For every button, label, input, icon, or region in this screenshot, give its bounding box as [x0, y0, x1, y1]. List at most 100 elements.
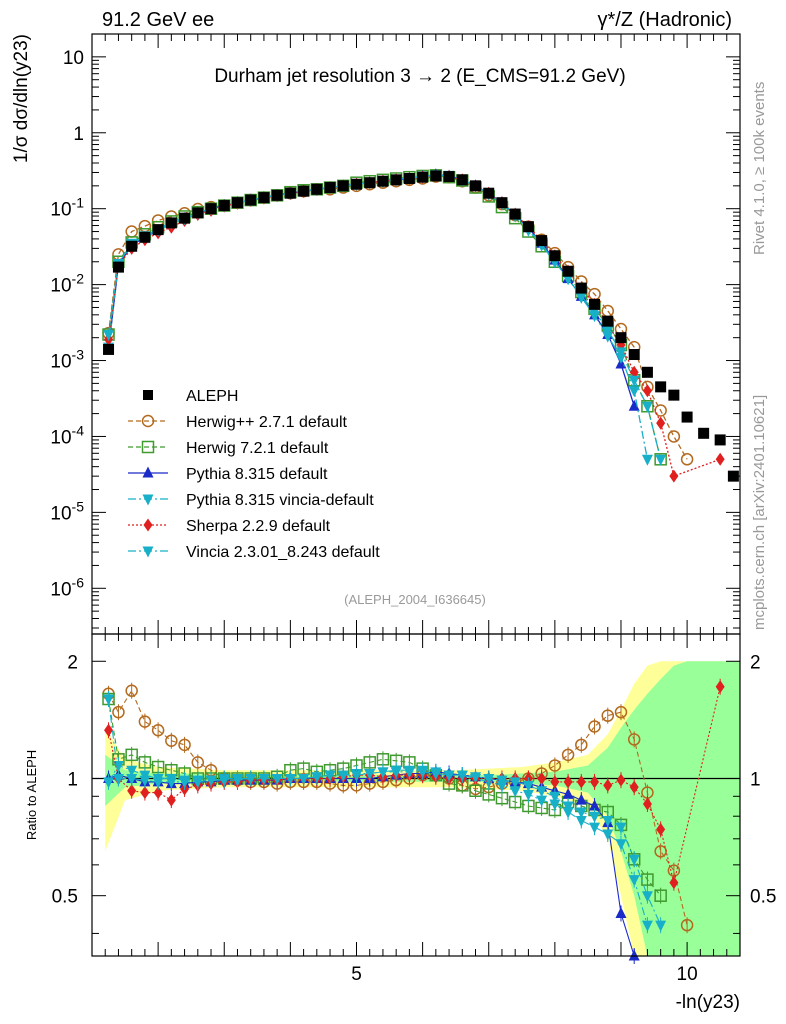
- ratio-point: [192, 777, 204, 789]
- y-tick-label: 10-5: [50, 498, 84, 524]
- ratio-point: [103, 694, 115, 706]
- data-point: [284, 187, 296, 199]
- legend-marker: [141, 440, 155, 454]
- ratio-point: [430, 768, 442, 780]
- ratio-point: [470, 772, 482, 784]
- series-line: [107, 175, 721, 477]
- legend-label: Herwig++ 2.7.1 default: [186, 414, 348, 431]
- data-point: [641, 401, 653, 413]
- x-axis-label: -ln(y23): [676, 992, 740, 1013]
- ratio-point: [311, 772, 323, 784]
- data-point: [642, 384, 652, 398]
- data-point: [179, 212, 191, 224]
- mcplots-label: mcplots.cern.ch [arXiv:2401.10621]: [751, 395, 768, 630]
- data-point: [602, 315, 614, 327]
- ratio-tick-label: 1: [750, 769, 761, 790]
- ratio-point: [614, 705, 628, 719]
- ratio-point: [390, 767, 402, 779]
- data-point: [656, 416, 666, 430]
- data-point: [337, 180, 349, 192]
- ratio-point: [642, 797, 652, 811]
- ratio-point: [641, 920, 653, 932]
- data-point: [390, 174, 402, 186]
- data-point: [575, 291, 587, 303]
- ratio-point: [629, 780, 639, 794]
- ratio-point: [191, 756, 205, 769]
- ratio-point: [536, 786, 548, 798]
- data-point: [549, 250, 561, 262]
- data-point: [667, 430, 681, 443]
- ratio-point: [496, 775, 508, 787]
- ratio-point: [443, 770, 455, 782]
- plot-series: [102, 168, 739, 964]
- data-point: [655, 381, 667, 393]
- ratio-point: [125, 748, 138, 762]
- ratio-point: [590, 775, 600, 789]
- ratio-plot-frame: [91, 633, 741, 957]
- data-point: [271, 189, 283, 201]
- ratio-point: [127, 784, 137, 798]
- ratio-point: [218, 775, 230, 787]
- data-point: [456, 174, 468, 186]
- ratio-point: [536, 795, 548, 807]
- ratio-point: [615, 822, 627, 834]
- data-point: [698, 427, 710, 439]
- data-point: [377, 175, 389, 187]
- ratio-point: [588, 720, 601, 733]
- data-point: [311, 183, 323, 195]
- ratio-point: [231, 775, 243, 787]
- ratio-point: [125, 684, 138, 698]
- ratio-point: [456, 770, 468, 782]
- ratio-point: [589, 811, 601, 823]
- ratio-point: [575, 793, 587, 805]
- ratio-point: [548, 759, 562, 772]
- ratio-point: [601, 709, 615, 722]
- ratio-point: [166, 793, 176, 807]
- legend-data-marker: [143, 390, 153, 400]
- data-point: [205, 203, 217, 215]
- rivet-version-label: Rivet 4.1.0, ≥ 100k events: [751, 82, 768, 255]
- data-point: [615, 332, 627, 344]
- ratio-point: [245, 773, 257, 785]
- data-point: [324, 182, 336, 194]
- ratio-point: [550, 775, 560, 789]
- data-point: [680, 453, 694, 466]
- ratio-point: [641, 891, 653, 903]
- ratio-point: [350, 770, 362, 782]
- ratio-point: [403, 767, 415, 779]
- chart-title: Durham jet resolution 3 → 2 (E_CMS=91.2 …: [214, 66, 625, 87]
- ratio-point: [575, 815, 587, 827]
- data-point: [483, 187, 495, 199]
- ratio-point: [680, 918, 694, 932]
- ratio-point: [561, 748, 575, 762]
- data-point: [714, 434, 726, 446]
- legend-marker: [142, 494, 154, 506]
- data-point: [615, 352, 627, 364]
- data-point: [602, 325, 614, 337]
- ratio-point: [589, 822, 601, 834]
- legend-label: Vincia 2.3.01_8.243 default: [186, 544, 380, 561]
- ratio-point: [641, 873, 654, 886]
- ratio-point: [324, 770, 336, 782]
- legend-label-data: ALEPH: [186, 388, 238, 405]
- data-point: [715, 452, 725, 466]
- ratio-tick-label: 2: [750, 652, 761, 673]
- ratio-point: [112, 760, 124, 772]
- y-tick-label: 1: [73, 124, 84, 145]
- y-tick-label: 10-4: [50, 422, 84, 448]
- ratio-point: [654, 889, 667, 902]
- legend-marker: [142, 546, 154, 558]
- data-point: [628, 386, 640, 398]
- ratio-point: [139, 775, 151, 787]
- ratio-point: [549, 799, 561, 811]
- ratio-point: [364, 768, 376, 780]
- ratio-point: [575, 807, 587, 819]
- ratio-point: [522, 789, 534, 801]
- data-point: [139, 231, 151, 243]
- data-point: [575, 282, 587, 294]
- ratio-point: [153, 786, 163, 800]
- ratio-point: [271, 773, 283, 785]
- data-point: [126, 240, 138, 252]
- data-point: [628, 399, 640, 411]
